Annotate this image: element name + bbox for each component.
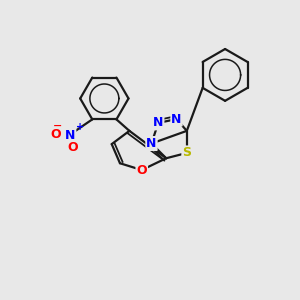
Text: N: N bbox=[65, 129, 75, 142]
Text: S: S bbox=[182, 146, 191, 159]
Text: −: − bbox=[52, 121, 62, 131]
Text: O: O bbox=[67, 141, 78, 154]
Text: N: N bbox=[153, 116, 164, 129]
Text: O: O bbox=[136, 164, 147, 176]
Text: N: N bbox=[146, 137, 157, 150]
Text: +: + bbox=[76, 122, 84, 132]
Text: N: N bbox=[171, 112, 182, 126]
Text: O: O bbox=[51, 128, 62, 141]
